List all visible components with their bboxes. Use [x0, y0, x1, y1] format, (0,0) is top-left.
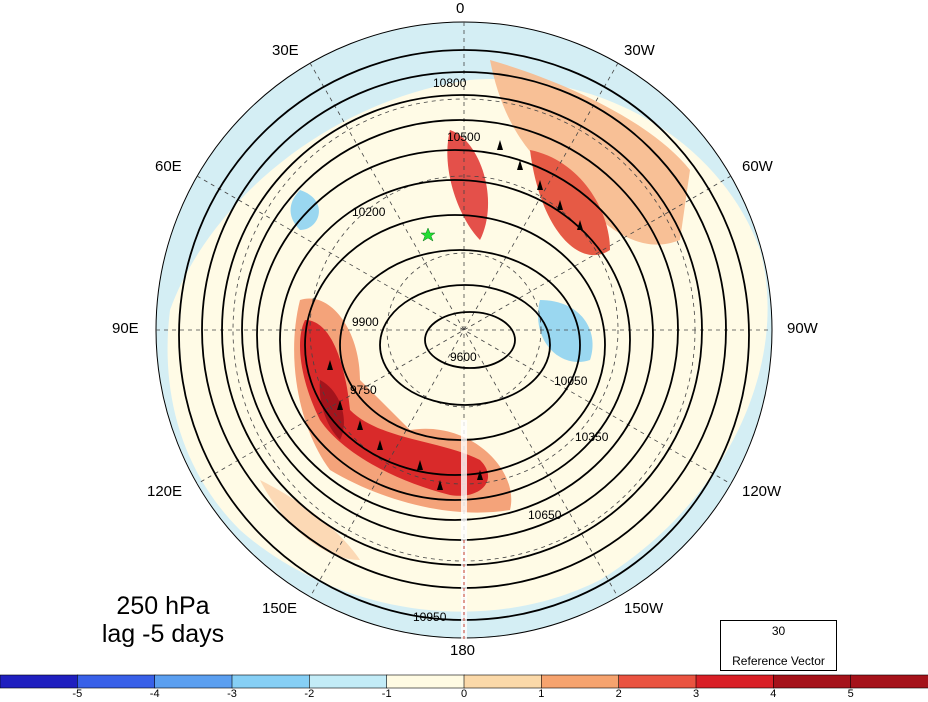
colorbar-segment: [77, 674, 156, 689]
colorbar-segment: [618, 674, 697, 689]
colorbar-tick-label: 3: [692, 688, 700, 700]
colorbar-segment: [309, 674, 388, 689]
title-level: 250 hPa: [116, 592, 210, 620]
green-star-icon: [420, 227, 436, 242]
lon-label-90e: 90E: [112, 320, 139, 337]
colorbar-segment: [154, 674, 233, 689]
colorbar-segment: [231, 674, 311, 689]
contour-label-10650: 10650: [528, 508, 562, 522]
map-title: 250 hPa lag -5 days: [68, 592, 258, 648]
colorbar-tick-label: 4: [770, 688, 777, 700]
lon-label-0: 0: [456, 0, 465, 17]
reference-vector-box: 30 Reference Vector: [720, 620, 837, 671]
lon-label-120e: 120E: [147, 483, 183, 500]
colorbar-tick-label: 5: [847, 688, 854, 700]
lon-label-30e: 30E: [272, 42, 299, 59]
lon-label-150e: 150E: [262, 600, 298, 617]
contour-label-10050: 10050: [554, 374, 588, 388]
contour-label-9900: 9900: [352, 315, 379, 329]
lon-label-120w: 120W: [742, 483, 782, 500]
colorbar-tick-label: 0: [460, 688, 468, 700]
contour-label-10500: 10500: [447, 130, 481, 144]
lon-label-60w: 60W: [742, 158, 773, 175]
title-lag: lag -5 days: [101, 620, 225, 648]
colorbar-segment: [386, 674, 465, 689]
reference-vector-label: Reference Vector: [732, 654, 825, 668]
colorbar-tick-label: 1: [538, 688, 545, 700]
lon-label-30w: 30W: [624, 42, 655, 59]
colorbar-segment: [695, 674, 775, 689]
reference-vector-value: 30: [771, 624, 786, 638]
colorbar-segment: [0, 674, 79, 689]
colorbar-segment: [463, 674, 543, 689]
colorbar-segment: [773, 674, 852, 689]
colorbar-tick-label: -1: [381, 688, 392, 700]
colorbar-tick-label: -4: [149, 688, 160, 700]
colorbar-segment: [850, 674, 928, 689]
lon-label-60e: 60E: [155, 158, 182, 175]
contour-label-10950: 10950: [413, 610, 447, 624]
lon-label-150w: 150W: [624, 600, 664, 617]
colorbar-tick-label: -3: [227, 688, 237, 700]
contour-label-9600: 9600: [450, 350, 477, 364]
map-fill: [156, 22, 772, 638]
wind-vectors: [327, 140, 583, 490]
colorbar-segment: [541, 674, 620, 689]
colorbar-tick-label: 2: [615, 688, 622, 700]
lon-label-180: 180: [450, 642, 476, 659]
contour-label-10350: 10350: [575, 430, 609, 444]
contour-label-10800: 10800: [433, 76, 467, 90]
contour-label-10200: 10200: [352, 205, 386, 219]
contour-label-9750: 9750: [350, 383, 377, 397]
colorbar-tick-label: -2: [304, 688, 315, 700]
lon-label-90w: 90W: [787, 320, 818, 337]
colorbar: [0, 674, 928, 689]
colorbar-tick-label: -5: [72, 688, 83, 700]
